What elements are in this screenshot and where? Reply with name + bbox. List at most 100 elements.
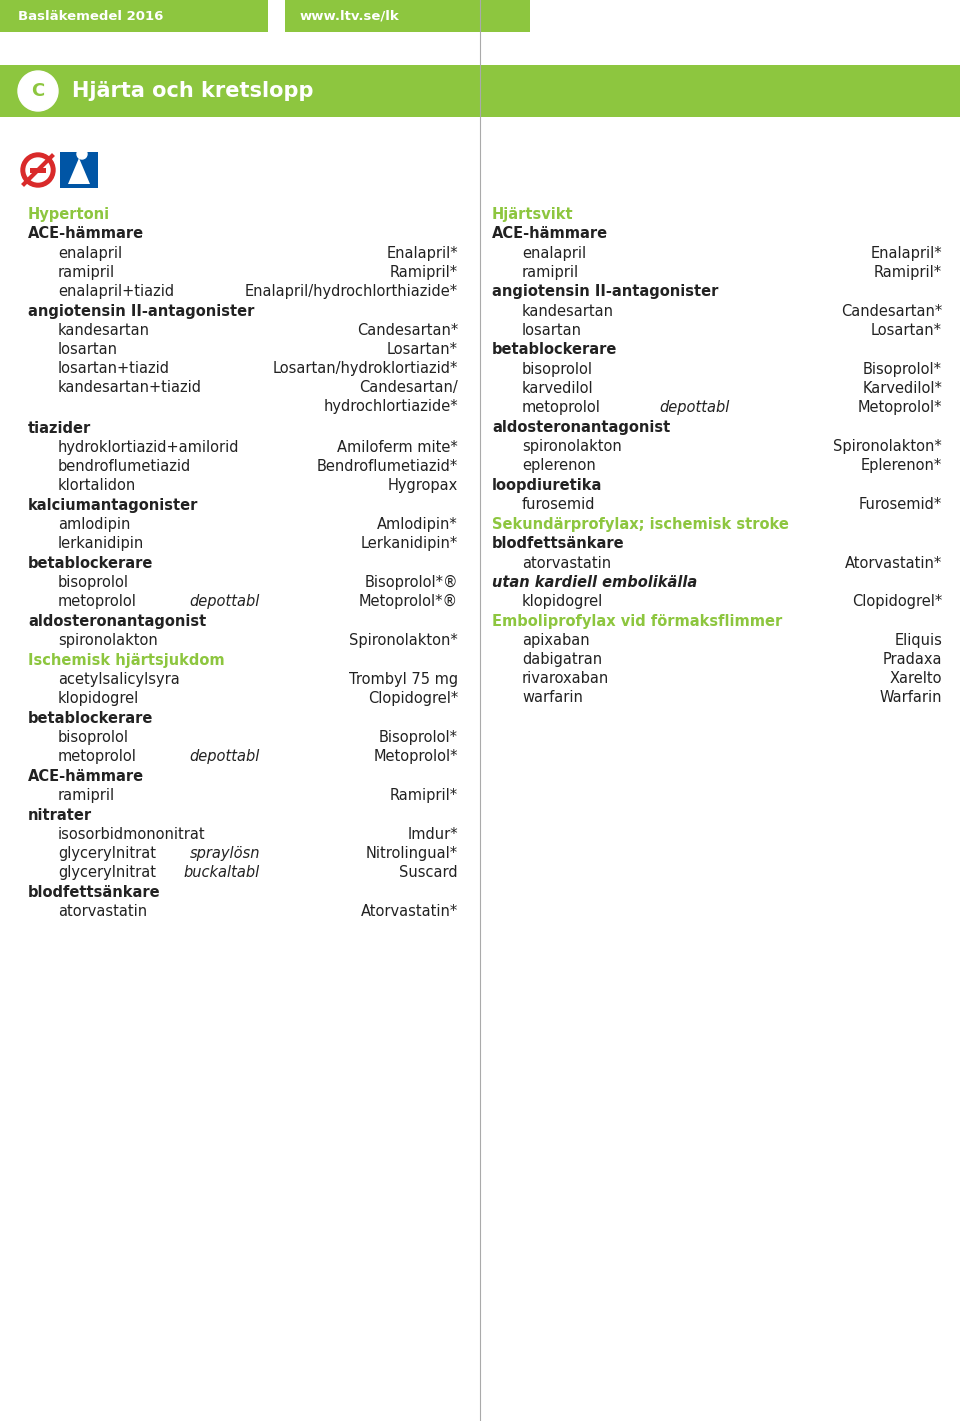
Text: bisoprolol: bisoprolol (58, 576, 129, 590)
Text: metoprolol: metoprolol (58, 749, 137, 764)
Text: acetylsalicylsyra: acetylsalicylsyra (58, 672, 180, 686)
Text: Hjärta och kretslopp: Hjärta och kretslopp (72, 81, 314, 101)
Text: isosorbidmononitrat: isosorbidmononitrat (58, 827, 205, 843)
Text: glycerylnitrat: glycerylnitrat (58, 845, 156, 861)
Text: C: C (32, 82, 44, 99)
Text: metoprolol: metoprolol (522, 399, 601, 415)
Text: klopidogrel: klopidogrel (522, 594, 603, 610)
Text: furosemid: furosemid (522, 497, 595, 512)
Text: Emboliprofylax vid förmaksflimmer: Emboliprofylax vid förmaksflimmer (492, 614, 782, 630)
Text: Xarelto: Xarelto (890, 671, 942, 686)
Text: Hypertoni: Hypertoni (28, 207, 110, 222)
Text: betablockerare: betablockerare (28, 710, 154, 726)
Text: Ramipril*: Ramipril* (390, 789, 458, 803)
Text: Metoprolol*®: Metoprolol*® (359, 594, 458, 610)
Text: kandesartan: kandesartan (522, 304, 614, 318)
Text: Basläkemedel 2016: Basläkemedel 2016 (18, 10, 163, 23)
Text: enalapril+tiazid: enalapril+tiazid (58, 284, 174, 298)
Text: Candesartan*: Candesartan* (841, 304, 942, 318)
Text: Amiloferm mite*: Amiloferm mite* (337, 441, 458, 455)
Text: lerkanidipin: lerkanidipin (58, 536, 144, 551)
Text: apixaban: apixaban (522, 632, 589, 648)
Text: Trombyl 75 mg: Trombyl 75 mg (348, 672, 458, 686)
Circle shape (21, 153, 55, 188)
Text: Enalapril*: Enalapril* (871, 246, 942, 261)
Text: klortalidon: klortalidon (58, 477, 136, 493)
Text: Losartan/hydroklortiazid*: Losartan/hydroklortiazid* (273, 361, 458, 377)
Text: Eplerenon*: Eplerenon* (861, 458, 942, 473)
Text: hydroklortiazid+amilorid: hydroklortiazid+amilorid (58, 441, 239, 455)
Text: nitrater: nitrater (28, 809, 92, 823)
Text: eplerenon: eplerenon (522, 458, 596, 473)
Text: Enalapril*: Enalapril* (386, 246, 458, 261)
Text: Enalapril/hydrochlorthiazide*: Enalapril/hydrochlorthiazide* (245, 284, 458, 298)
Circle shape (18, 71, 58, 111)
Text: losartan+tiazid: losartan+tiazid (58, 361, 170, 377)
Text: ramipril: ramipril (522, 264, 579, 280)
Text: Ramipril*: Ramipril* (390, 264, 458, 280)
Text: aldosteronantagonist: aldosteronantagonist (492, 421, 670, 435)
Text: Atorvastatin*: Atorvastatin* (845, 556, 942, 571)
Text: Ramipril*: Ramipril* (874, 264, 942, 280)
Text: Nitrolingual*: Nitrolingual* (366, 845, 458, 861)
Text: bendroflumetiazid: bendroflumetiazid (58, 459, 191, 475)
Text: buckaltabl: buckaltabl (183, 865, 260, 880)
Text: Pradaxa: Pradaxa (882, 652, 942, 666)
Text: Warfarin: Warfarin (879, 691, 942, 705)
Text: utan kardiell embolikälla: utan kardiell embolikälla (492, 576, 697, 590)
Text: Atorvastatin*: Atorvastatin* (361, 904, 458, 919)
Text: spraylösn: spraylösn (189, 845, 260, 861)
Text: rivaroxaban: rivaroxaban (522, 671, 610, 686)
Text: losartan: losartan (522, 323, 582, 338)
Text: Bendroflumetiazid*: Bendroflumetiazid* (317, 459, 458, 475)
Text: Bisoprolol*®: Bisoprolol*® (365, 576, 458, 590)
Text: Amlodipin*: Amlodipin* (377, 517, 458, 531)
Text: Clopidogrel*: Clopidogrel* (368, 691, 458, 706)
Text: Losartan*: Losartan* (871, 323, 942, 338)
Bar (30, 168, 46, 172)
Text: spironolakton: spironolakton (58, 632, 157, 648)
Text: Candesartan*: Candesartan* (357, 323, 458, 338)
Text: Spironolakton*: Spironolakton* (349, 632, 458, 648)
Text: Hygropax: Hygropax (388, 477, 458, 493)
Text: Karvedilol*: Karvedilol* (862, 381, 942, 396)
Text: depottabl: depottabl (190, 594, 260, 610)
Text: glycerylnitrat: glycerylnitrat (58, 865, 156, 880)
Text: Spironolakton*: Spironolakton* (833, 439, 942, 453)
Text: karvedilol: karvedilol (522, 381, 593, 396)
Text: spironolakton: spironolakton (522, 439, 622, 453)
Text: bisoprolol: bisoprolol (522, 362, 593, 377)
Text: enalapril: enalapril (58, 246, 122, 261)
Text: angiotensin II-antagonister: angiotensin II-antagonister (492, 284, 718, 298)
Text: ramipril: ramipril (58, 264, 115, 280)
Bar (285, 0, 530, 33)
Text: warfarin: warfarin (522, 691, 583, 705)
Text: Ischemisk hjärtsjukdom: Ischemisk hjärtsjukdom (28, 654, 225, 668)
Text: Metoprolol*: Metoprolol* (857, 399, 942, 415)
Circle shape (26, 158, 50, 182)
Text: Bisoprolol*: Bisoprolol* (379, 730, 458, 745)
Text: depottabl: depottabl (660, 399, 730, 415)
Text: blodfettsänkare: blodfettsänkare (28, 885, 160, 899)
Text: bisoprolol: bisoprolol (58, 730, 129, 745)
Text: atorvastatin: atorvastatin (522, 556, 612, 571)
Text: Eliquis: Eliquis (894, 632, 942, 648)
Text: Metoprolol*: Metoprolol* (373, 749, 458, 764)
Text: kandesartan+tiazid: kandesartan+tiazid (58, 379, 202, 395)
Text: blodfettsänkare: blodfettsänkare (492, 536, 625, 551)
Text: metoprolol: metoprolol (58, 594, 137, 610)
Text: Clopidogrel*: Clopidogrel* (852, 594, 942, 610)
Text: depottabl: depottabl (190, 749, 260, 764)
Text: ramipril: ramipril (58, 789, 115, 803)
Text: betablockerare: betablockerare (492, 342, 617, 357)
Text: Furosemid*: Furosemid* (859, 497, 942, 512)
Text: Sekundärprofylax; ischemisk stroke: Sekundärprofylax; ischemisk stroke (492, 517, 789, 531)
Text: betablockerare: betablockerare (28, 556, 154, 571)
Text: amlodipin: amlodipin (58, 517, 131, 531)
Text: Losartan*: Losartan* (387, 342, 458, 357)
Text: Candesartan/: Candesartan/ (359, 379, 458, 395)
Text: enalapril: enalapril (522, 246, 587, 261)
Bar (0, 65, 960, 117)
Bar (60, 152, 98, 188)
Text: kandesartan: kandesartan (58, 323, 150, 338)
